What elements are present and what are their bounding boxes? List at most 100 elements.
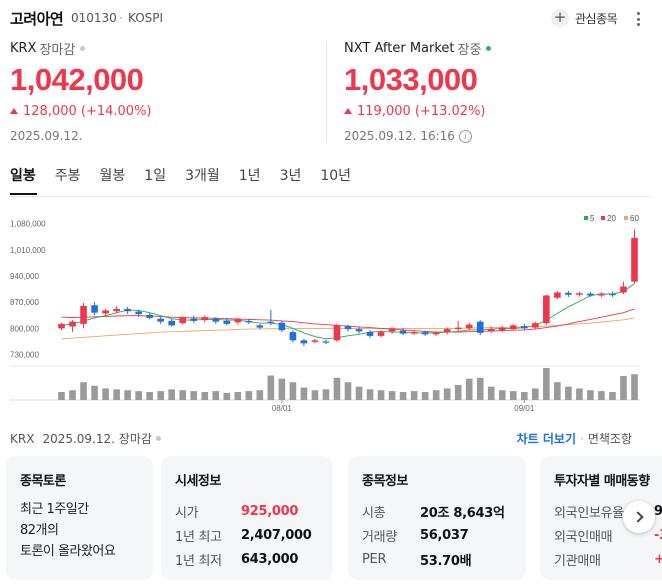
nxt-change: 119,000 (+13.02%) xyxy=(344,102,654,120)
quote-key: 1년 최고 xyxy=(175,529,222,545)
investor-value: 9. xyxy=(654,503,662,519)
footer-separator: · xyxy=(580,431,584,446)
candle-body xyxy=(245,320,253,323)
volume-bar xyxy=(520,392,528,400)
price-divider xyxy=(326,42,327,142)
discussion-line1: 최근 1주일간 xyxy=(20,502,89,517)
candle-body xyxy=(609,293,616,296)
volume-bar xyxy=(432,390,440,400)
quote-key: 1년 최저 xyxy=(175,553,222,569)
chart-more-button[interactable]: 차트 더보기 xyxy=(516,432,576,446)
volume-bar xyxy=(58,392,65,400)
volume-bar xyxy=(565,386,572,400)
volume-bar xyxy=(465,378,473,400)
candle-body xyxy=(91,305,98,313)
candle-body xyxy=(278,322,286,331)
quote-value: 643,000 xyxy=(241,551,299,567)
candle-body xyxy=(532,323,539,328)
x-tick-label: 09/01 xyxy=(514,404,535,413)
tab-0[interactable]: 일봉 xyxy=(10,168,36,184)
period-tabs: 일봉 주봉 월봉 1일 3개월 1년 3년 10년 xyxy=(10,165,370,187)
volume-bar xyxy=(113,389,120,400)
info-key: PER xyxy=(362,551,387,567)
tab-5[interactable]: 1년 xyxy=(238,168,261,184)
investor-title: 투자자별 매매동향 xyxy=(554,474,650,489)
volume-bar xyxy=(124,390,131,400)
volume-bar xyxy=(245,391,253,400)
up-arrow-icon xyxy=(344,108,352,114)
tab-1[interactable]: 주봉 xyxy=(54,168,81,184)
volume-bar xyxy=(69,390,76,400)
candle-body xyxy=(267,321,275,323)
krx-status-dot xyxy=(80,45,86,51)
tab-4[interactable]: 3개월 xyxy=(185,168,220,184)
ma5-line xyxy=(61,283,635,340)
legend-label: 20 xyxy=(607,214,616,223)
krx-date-text: 2025.09.12. xyxy=(10,129,83,143)
info-icon[interactable]: i xyxy=(458,129,472,143)
candle-body xyxy=(113,308,120,312)
legend-swatch xyxy=(624,216,628,220)
volume-bar xyxy=(487,386,495,400)
tab-7[interactable]: 10년 xyxy=(320,168,352,184)
quote-value: 925,000 xyxy=(241,503,299,519)
investor-row-foreign-trade: 외국인매매 -3 xyxy=(554,523,662,547)
candle-body xyxy=(289,332,297,341)
candle-body xyxy=(344,326,352,330)
info-cards: 종목토론 최근 1주일간 82개의 토론이 올라왔어요 시세정보 시가 925,0… xyxy=(6,456,662,580)
volume-bar xyxy=(620,376,627,400)
tab-2[interactable]: 월봉 xyxy=(99,168,126,184)
nxt-change-value: 119,000 (+13.02%) xyxy=(357,103,486,119)
candle-body xyxy=(355,329,363,332)
candle-body xyxy=(135,311,142,315)
chart-status-dot xyxy=(155,436,161,441)
volume-bar xyxy=(388,391,396,400)
quote-card[interactable]: 시세정보 시가 925,000 1년 최고 2,407,000 1년 최저 643,0… xyxy=(161,456,333,580)
volume-bar xyxy=(631,374,638,400)
candle-body xyxy=(212,318,220,322)
candle-body xyxy=(179,317,187,324)
discussion-line3: 토론이 올라왔어요 xyxy=(20,544,116,559)
info-value: 56,037 xyxy=(420,527,469,543)
volume-bar xyxy=(278,378,286,400)
volume-bar xyxy=(168,389,176,400)
volume-bar xyxy=(377,390,385,400)
candlestick-chart[interactable]: 1,080,000 1,010,000 940,000 870,000 800,000 7… xyxy=(0,210,662,420)
more-menu-icon[interactable] xyxy=(632,9,644,29)
y-tick-label: 1,080,000 xyxy=(10,220,46,229)
header-separator: · xyxy=(119,11,123,25)
candle-body xyxy=(476,321,484,333)
krx-market-label: KRX 장마감 xyxy=(10,40,310,58)
y-tick-label: 870,000 xyxy=(10,298,39,307)
candle-body xyxy=(587,293,594,296)
quote-row-low: 1년 최저 643,000 xyxy=(175,547,319,571)
tab-6[interactable]: 3년 xyxy=(279,168,302,184)
investor-card[interactable]: 투자자별 매매동향 외국인보유율 9. 외국인매매 -3 기관매매 +1 xyxy=(540,456,662,580)
candle-body xyxy=(234,319,242,323)
legend-label: 5 xyxy=(590,214,595,223)
price-chart[interactable]: 1,080,000 1,010,000 940,000 870,000 800,000 7… xyxy=(0,210,662,420)
stock-name: 고려아연 xyxy=(10,10,64,28)
investor-key: 기관매매 xyxy=(554,553,601,569)
candle-body xyxy=(146,314,153,318)
up-arrow-icon xyxy=(10,108,18,114)
legend-swatch xyxy=(584,216,588,220)
candle-body xyxy=(223,320,231,324)
volume-bar xyxy=(476,377,484,400)
discussion-card[interactable]: 종목토론 최근 1주일간 82개의 토론이 올라왔어요 xyxy=(6,456,153,580)
volume-bar xyxy=(333,377,341,400)
chart-footer: KRX 2025.09.12. 장마감 차트 더보기 · 면책조항 xyxy=(10,430,660,447)
quote-row-open: 시가 925,000 xyxy=(175,499,319,523)
disclaimer-link[interactable]: 면책조항 xyxy=(587,432,632,446)
add-watchlist-button[interactable]: + 관심종목 xyxy=(551,8,618,28)
volume-bar xyxy=(201,392,209,400)
volume-bar xyxy=(509,391,517,400)
candle-body xyxy=(201,317,209,321)
candle-body xyxy=(377,332,385,336)
stock-info-card[interactable]: 종목정보 시총 20조 8,643억 거래량 56,037 PER 53.70배 xyxy=(348,456,526,580)
candle-body xyxy=(598,293,605,296)
candle-body xyxy=(190,318,198,321)
cards-next-button[interactable] xyxy=(623,501,655,533)
krx-change-value: 128,000 (+14.00%) xyxy=(23,103,152,119)
tab-3[interactable]: 1일 xyxy=(144,168,167,184)
